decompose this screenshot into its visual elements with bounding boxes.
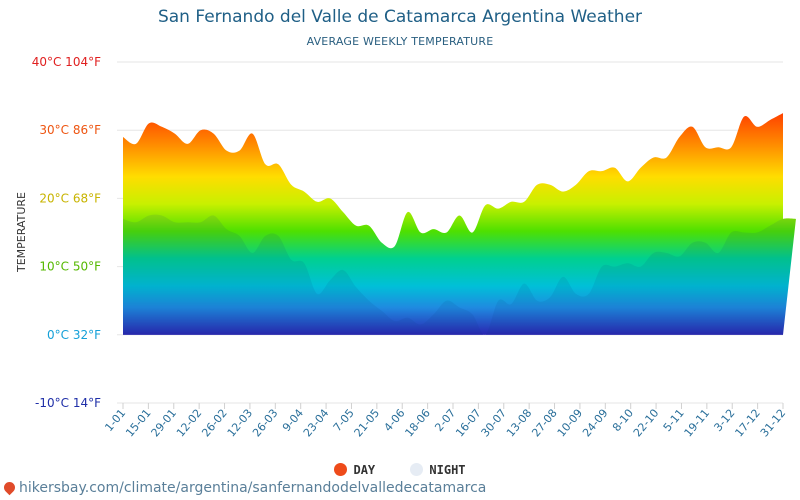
series-night-shade: [123, 214, 796, 335]
x-tick-label: 17-12: [732, 407, 763, 440]
legend-night-label: NIGHT: [429, 463, 466, 477]
x-tick-label: 24-09: [580, 407, 611, 440]
chart-title: San Fernando del Valle de Catamarca Arge…: [157, 7, 643, 27]
x-tick-label: 19-11: [682, 407, 713, 440]
y-tick-label: 20°C 68°F: [39, 191, 101, 205]
x-tick-label: 30-07: [479, 407, 510, 440]
x-tick-label: 13-08: [504, 407, 535, 440]
x-tick-label: 31-12: [758, 407, 789, 440]
y-tick-label: 30°C 86°F: [39, 123, 101, 137]
y-tick-label: -10°C 14°F: [35, 396, 101, 410]
legend-item-night[interactable]: NIGHT: [410, 463, 466, 477]
legend-night-swatch: [410, 463, 424, 476]
y-tick-label: 0°C 32°F: [47, 328, 101, 342]
series-night-area: [123, 214, 796, 335]
x-tick-label: 12-02: [174, 407, 205, 440]
x-tick-label: 22-10: [631, 407, 662, 440]
source-link[interactable]: hikersbay.com/climate/argentina/sanferna…: [1, 479, 487, 496]
x-tick-label: 16-07: [453, 407, 484, 440]
y-axis-label: TEMPERATURE: [15, 192, 28, 273]
y-axis-ticks: 40°C 104°F 30°C 86°F 20°C 68°F 10°C 50°F 0°C…: [32, 55, 101, 410]
x-tick-label: 23-04: [301, 407, 332, 440]
temperature-chart: 40°C 104°F 30°C 86°F 20°C 68°F 10°C 50°F 0°C…: [15, 55, 796, 440]
x-tick-label: 27-08: [529, 407, 560, 440]
x-tick-label: 26-03: [250, 407, 281, 440]
x-tick-label: 21-05: [352, 407, 383, 440]
y-tick-label: 40°C 104°F: [32, 55, 101, 69]
source-url: hikersbay.com/climate/argentina/sanferna…: [19, 480, 487, 496]
legend-item-day[interactable]: DAY: [334, 463, 375, 477]
legend-day-label: DAY: [353, 463, 376, 477]
y-tick-label: 10°C 50°F: [39, 260, 101, 274]
x-tick-label: 26-02: [199, 407, 230, 440]
chart-subtitle: AVERAGE WEEKLY TEMPERATURE: [306, 35, 494, 48]
x-tick-label: 15-01: [123, 407, 154, 440]
x-tick-label: 29-01: [149, 407, 180, 440]
area-layer: [123, 113, 796, 335]
x-tick-label: 12-03: [225, 407, 256, 440]
x-tick-label: 10-09: [555, 407, 586, 440]
x-tick-label: 18-06: [402, 407, 433, 440]
chart-legend: DAY NIGHT: [0, 463, 800, 477]
legend-day-swatch: [334, 463, 348, 476]
location-pin-icon: [1, 479, 18, 496]
